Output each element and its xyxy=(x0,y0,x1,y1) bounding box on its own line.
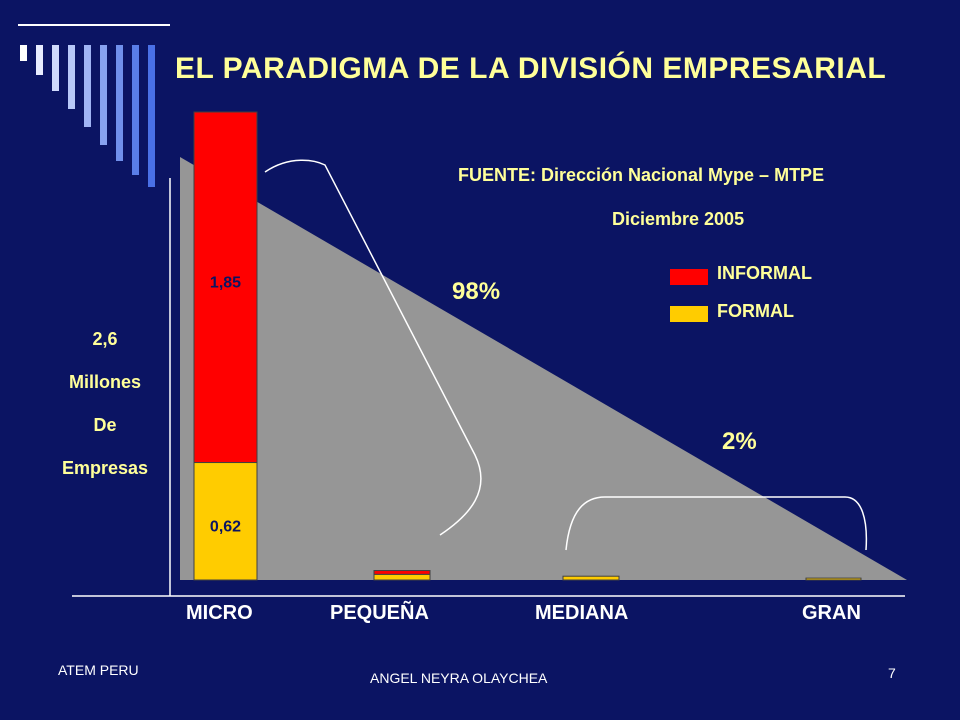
category-label-micro: MICRO xyxy=(186,602,253,624)
y-label-line-3: De xyxy=(93,415,117,435)
legend-swatch-informal xyxy=(670,269,708,285)
percent-2-label: 2% xyxy=(722,428,757,455)
legend-swatch-formal xyxy=(670,306,708,322)
bar-pequeña-informal xyxy=(373,570,431,575)
y-label-line-1: 2,6 xyxy=(92,329,118,349)
legend-label-informal: INFORMAL xyxy=(717,263,812,283)
y-label-line-4: Empresas xyxy=(61,458,149,478)
bars-layer: 0,62 1,85 xyxy=(193,111,862,581)
legend-label-formal: FORMAL xyxy=(717,301,794,321)
percent-98-label: 98% xyxy=(452,278,501,305)
chart-triangle-background xyxy=(180,157,907,580)
bar-mediana-formal xyxy=(562,575,620,581)
source-note: FUENTE: Dirección Nacional Mype – MTPE xyxy=(458,165,825,185)
y-axis-label: 2,6 Millones De Empresas xyxy=(30,318,180,490)
data-label-micro-informal: 1,85 xyxy=(210,274,241,291)
page-number: 7 xyxy=(888,665,896,681)
bracket-2 xyxy=(565,496,868,551)
bracket-98 xyxy=(264,159,482,536)
bar-pequeña-formal xyxy=(373,573,431,581)
category-label-pequena: PEQUEÑA xyxy=(330,602,429,624)
category-label-gran: GRAN xyxy=(802,602,861,624)
y-label-line-2: Millones xyxy=(68,372,141,392)
source-date: Diciembre 2005 xyxy=(612,209,745,229)
footer-org: ATEM PERU xyxy=(58,662,139,678)
bar-gran-formal xyxy=(805,577,862,581)
decorative-bars xyxy=(18,24,170,187)
category-label-mediana: MEDIANA xyxy=(535,602,629,624)
bar-micro-informal xyxy=(193,111,258,464)
data-label-micro-formal: 0,62 xyxy=(210,518,241,535)
footer-author: ANGEL NEYRA OLAYCHEA xyxy=(370,670,548,686)
slide-title: EL PARADIGMA DE LA DIVISIÓN EMPRESARIAL xyxy=(175,52,887,85)
